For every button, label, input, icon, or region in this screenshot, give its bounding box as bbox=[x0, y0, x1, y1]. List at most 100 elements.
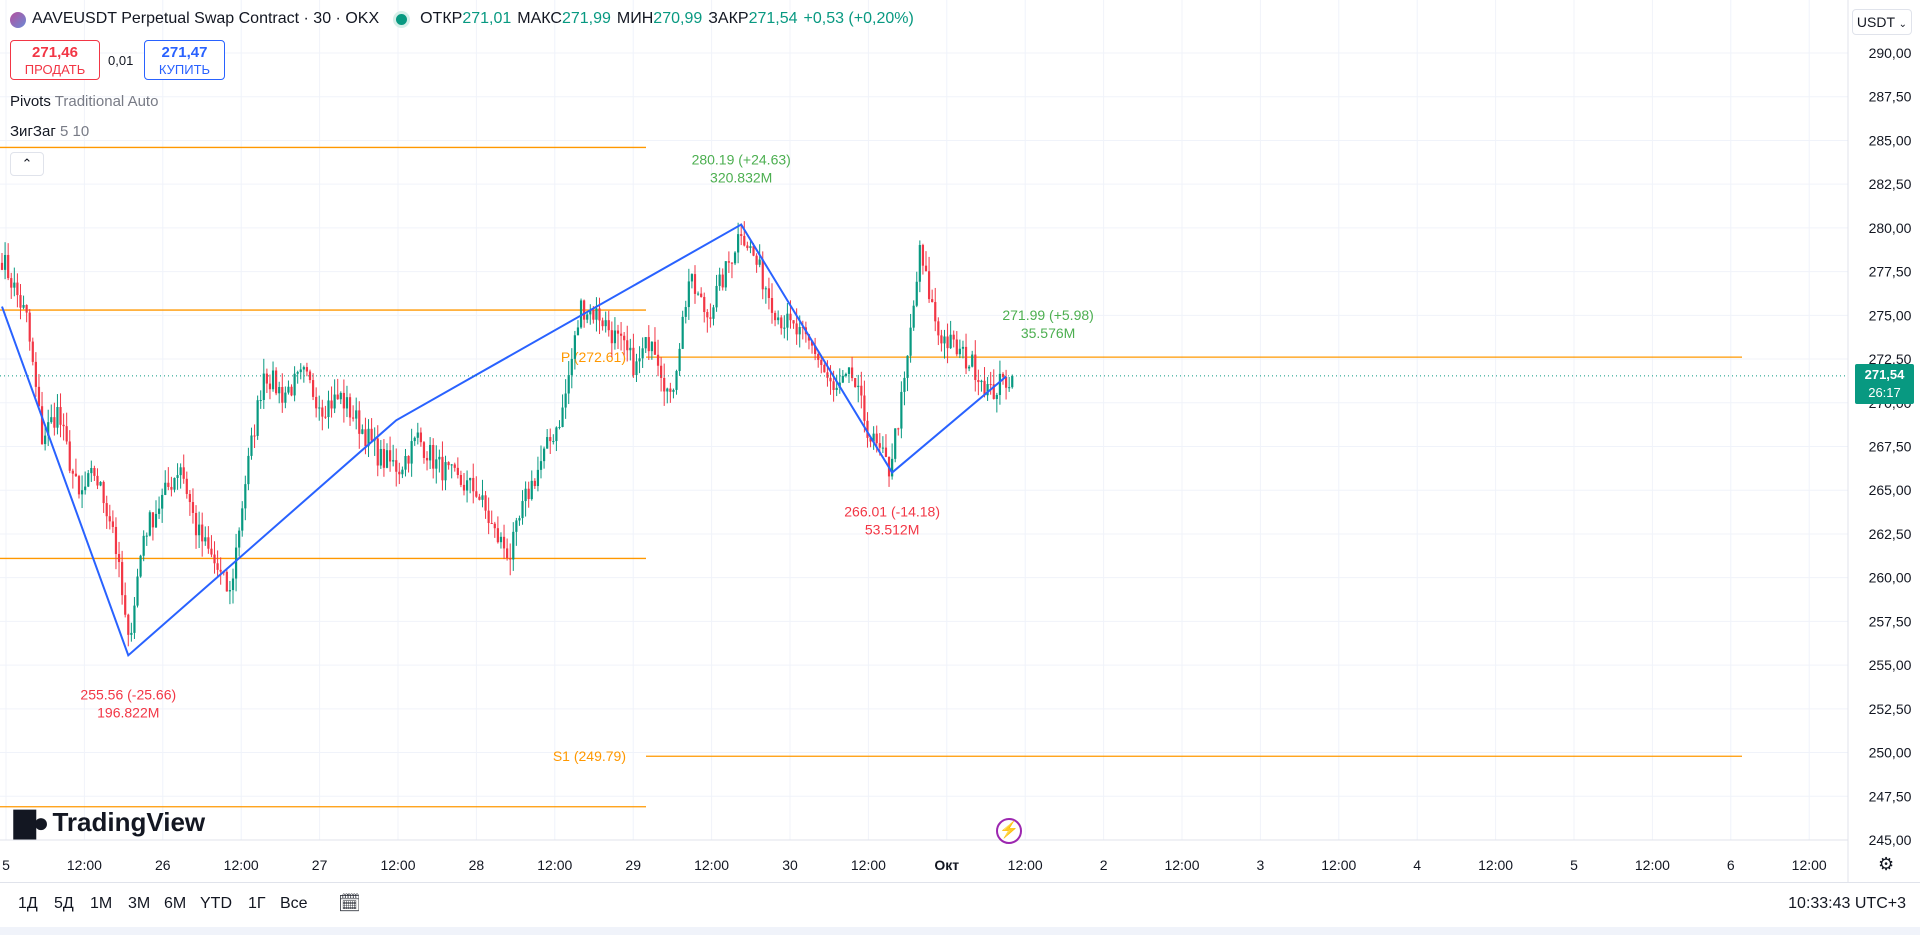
time-tick-label: 4 bbox=[1413, 857, 1421, 873]
high-label: МАКС bbox=[517, 10, 562, 27]
candle-body bbox=[604, 320, 607, 327]
change-value: +0,53 (+0,20%) bbox=[803, 10, 914, 27]
price-tick-label: 265,00 bbox=[1869, 482, 1912, 498]
candle-body bbox=[903, 377, 906, 392]
range-ytd-button[interactable]: YTD bbox=[200, 895, 232, 912]
currency-selector[interactable]: USDT ⌄ bbox=[1852, 9, 1912, 35]
candle-body bbox=[881, 447, 884, 449]
aave-icon bbox=[10, 12, 26, 28]
candle-body bbox=[450, 464, 453, 466]
candle-body bbox=[191, 502, 195, 513]
candle-body bbox=[844, 373, 848, 376]
price-axis[interactable]: 290,00 287,50 285,00 282,50 280,00 277,50 275,… bbox=[1847, 0, 1912, 882]
candle-body bbox=[1011, 375, 1014, 388]
candle-body bbox=[496, 528, 499, 543]
zigzag-line bbox=[1, 223, 1007, 658]
candle-body bbox=[219, 569, 222, 572]
candle-body bbox=[456, 467, 459, 475]
low-value: 270,99 bbox=[653, 10, 703, 27]
price-tick-label: 267,50 bbox=[1869, 439, 1912, 455]
buy-button[interactable]: 271,47 КУПИТЬ bbox=[144, 40, 225, 80]
candle-body bbox=[730, 262, 734, 264]
spread-value: 0,01 bbox=[108, 53, 134, 68]
candle-body bbox=[900, 391, 903, 429]
calendar-icon[interactable]: 🗓 bbox=[338, 893, 361, 913]
candle-body bbox=[968, 366, 971, 369]
sell-button[interactable]: 271,46 ПРОДАТЬ bbox=[10, 40, 100, 80]
time-tick-label: 12:00 bbox=[67, 857, 102, 873]
candle-body bbox=[863, 395, 866, 421]
indicator-zigzag[interactable]: ЗигЗаг 5 10 bbox=[10, 123, 89, 140]
candle-body bbox=[71, 470, 74, 474]
sell-label: ПРОДАТЬ bbox=[24, 62, 86, 77]
candle-body bbox=[216, 563, 219, 570]
currency-label: USDT bbox=[1856, 14, 1895, 30]
candle-body bbox=[663, 377, 666, 392]
range-3m-button[interactable]: 3М bbox=[128, 895, 151, 912]
range-1d-button[interactable]: 1Д bbox=[18, 895, 38, 912]
axis-settings-icon[interactable]: ⚙ bbox=[1878, 854, 1895, 874]
range-5d-button[interactable]: 5Д bbox=[54, 895, 74, 912]
candle-body bbox=[619, 333, 623, 336]
open-label: ОТКР bbox=[420, 10, 463, 27]
open-value: 271,01 bbox=[462, 10, 512, 27]
time-tick-label: 12:00 bbox=[1478, 857, 1513, 873]
chevron-up-icon: ⌃ bbox=[21, 156, 33, 171]
candle-body bbox=[133, 605, 136, 633]
candle-body bbox=[724, 261, 727, 288]
range-1y-button[interactable]: 1Г bbox=[248, 895, 266, 912]
indicator-pivots[interactable]: Pivots Traditional Auto bbox=[10, 93, 158, 110]
candle-body bbox=[16, 282, 19, 296]
candle-body bbox=[438, 456, 441, 460]
lightning-icon[interactable]: ⚡ bbox=[996, 818, 1022, 844]
zigzag-pivot-label: 266.01 (-14.18) bbox=[844, 504, 940, 520]
candle-body bbox=[296, 372, 299, 374]
candle-body bbox=[225, 571, 228, 592]
clock[interactable]: 10:33:43 UTC+3 bbox=[1788, 895, 1906, 912]
range-6m-button[interactable]: 6М bbox=[164, 895, 187, 912]
candle-body bbox=[370, 428, 373, 441]
candle-body bbox=[955, 339, 958, 355]
candle-body bbox=[749, 246, 752, 249]
range-1m-button[interactable]: 1М bbox=[90, 895, 113, 912]
candle-body bbox=[524, 488, 527, 502]
buy-price: 271,47 bbox=[161, 44, 208, 61]
candle-body bbox=[690, 274, 694, 282]
candle-body bbox=[53, 417, 56, 428]
candle-body bbox=[358, 410, 361, 434]
collapse-legend-button[interactable]: ⌃ bbox=[10, 152, 44, 176]
sell-price: 271,46 bbox=[32, 44, 78, 61]
candle-body bbox=[616, 330, 620, 334]
candle-body bbox=[733, 252, 737, 264]
candle-body bbox=[330, 400, 333, 409]
tradingview-logo[interactable]: ▇● TradingView bbox=[14, 806, 205, 839]
candle-body bbox=[0, 262, 4, 270]
candle-body bbox=[949, 334, 952, 349]
candle-body bbox=[13, 282, 16, 288]
candle-body bbox=[188, 493, 191, 503]
candle-body bbox=[598, 308, 601, 321]
candle-body bbox=[866, 420, 869, 438]
candle-body bbox=[364, 429, 367, 447]
time-tick-label: 5 bbox=[1570, 857, 1578, 873]
zigzag-indicator bbox=[1, 223, 1007, 658]
time-axis[interactable]: 5 12:00 26 12:00 27 12:00 28 12:00 29 12:00 30 12:0… bbox=[0, 839, 1848, 873]
candle-body bbox=[185, 478, 188, 494]
pivot-label: P (272.61) bbox=[561, 349, 626, 365]
candle-body bbox=[983, 380, 986, 396]
symbol-title[interactable]: AAVEUSDT Perpetual Swap Contract · 30 · … bbox=[32, 10, 380, 27]
candle-body bbox=[820, 359, 823, 365]
candle-body bbox=[552, 441, 555, 443]
candle-body bbox=[509, 558, 512, 560]
candle-body bbox=[592, 309, 595, 320]
candle-body bbox=[656, 354, 660, 366]
time-tick-label: 2 bbox=[1100, 857, 1108, 873]
time-tick-label: 5 bbox=[2, 857, 10, 873]
candle-body bbox=[47, 422, 50, 436]
candle-body bbox=[613, 330, 617, 344]
candle-body bbox=[84, 486, 87, 491]
range-all-button[interactable]: Все bbox=[280, 895, 308, 912]
candle-body bbox=[783, 327, 786, 329]
price-tick-label: 272,50 bbox=[1869, 351, 1912, 367]
